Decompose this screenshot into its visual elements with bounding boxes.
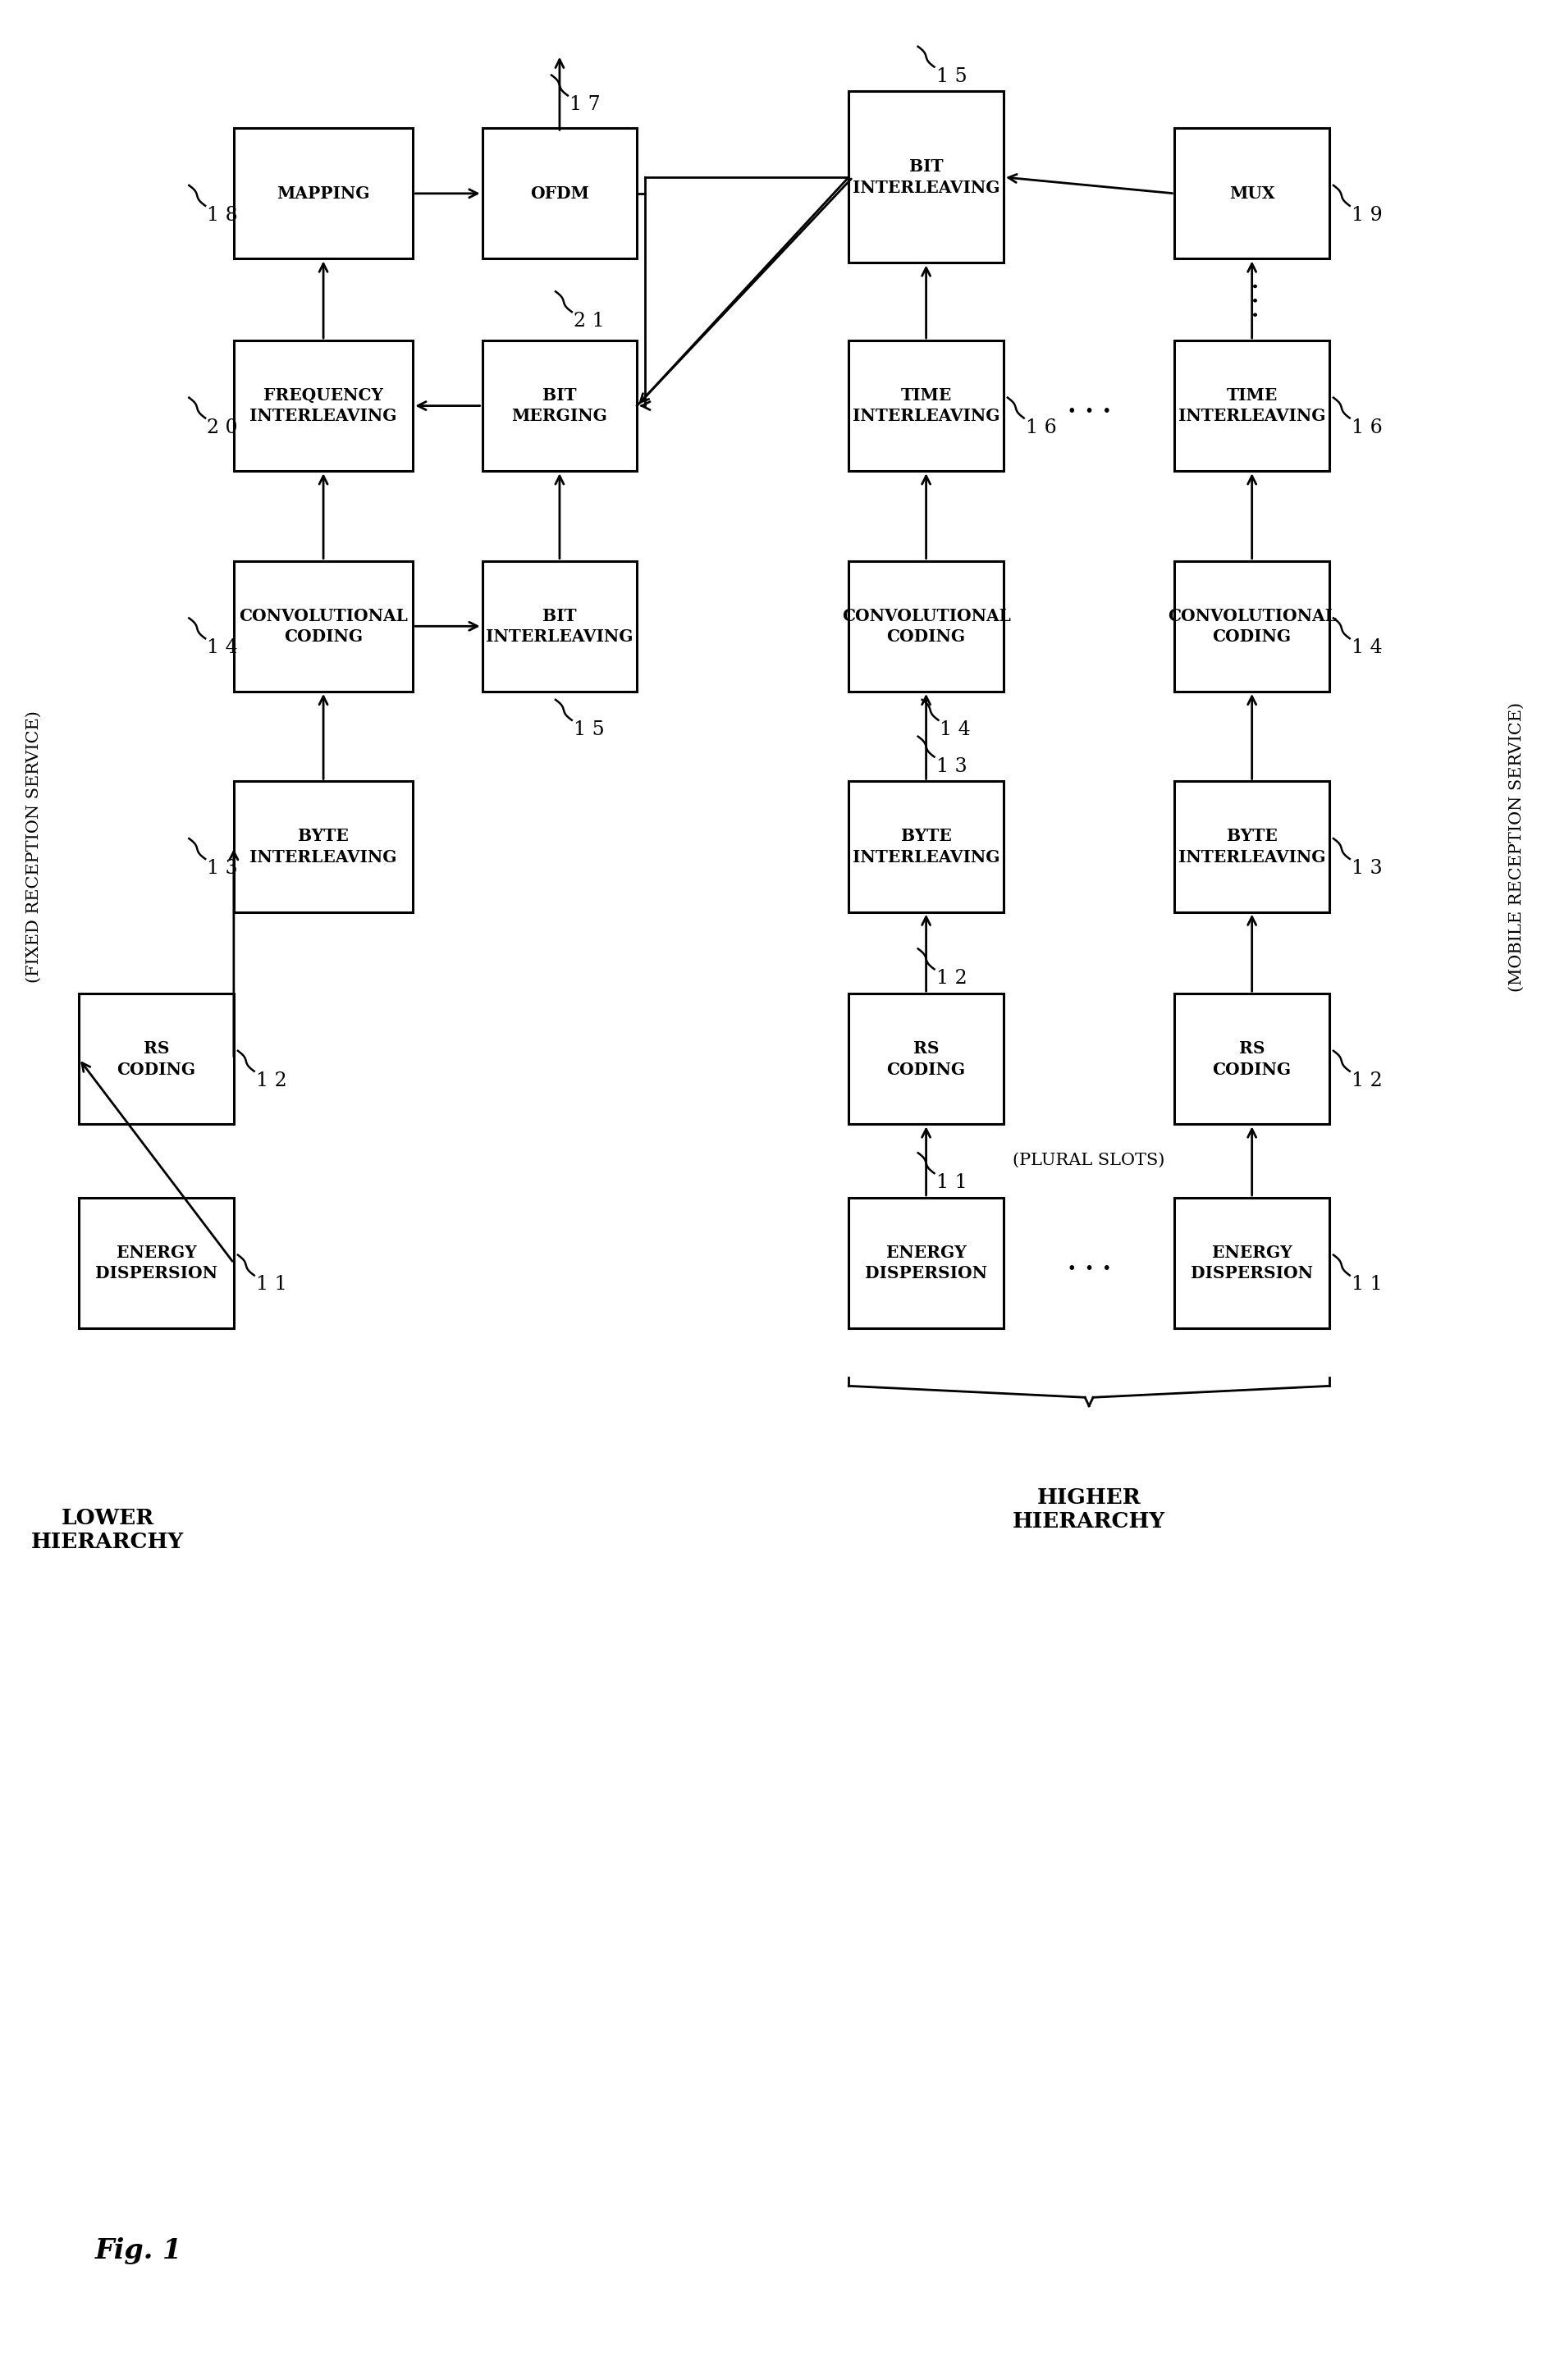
Bar bbox=[1175, 340, 1330, 471]
Bar bbox=[482, 129, 637, 259]
Text: RS
CODING: RS CODING bbox=[1212, 1040, 1291, 1078]
Text: 1 3: 1 3 bbox=[1351, 859, 1382, 878]
Text: 1 1: 1 1 bbox=[935, 1173, 966, 1192]
Text: RS
CODING: RS CODING bbox=[117, 1040, 196, 1078]
Text: BIT
INTERLEAVING: BIT INTERLEAVING bbox=[852, 159, 1000, 195]
Text: 2 1: 2 1 bbox=[574, 312, 604, 331]
Bar bbox=[849, 340, 1003, 471]
Text: (PLURAL SLOTS): (PLURAL SLOTS) bbox=[1013, 1152, 1166, 1169]
Text: 1 2: 1 2 bbox=[255, 1071, 286, 1090]
Text: CONVOLUTIONAL
CODING: CONVOLUTIONAL CODING bbox=[240, 607, 408, 645]
Bar bbox=[79, 992, 233, 1123]
Text: 1 4: 1 4 bbox=[940, 721, 971, 738]
Text: 1 6: 1 6 bbox=[1025, 419, 1056, 438]
Text: TIME
INTERLEAVING: TIME INTERLEAVING bbox=[852, 388, 1000, 424]
Bar bbox=[233, 562, 413, 693]
Bar bbox=[1175, 781, 1330, 912]
Text: TIME
INTERLEAVING: TIME INTERLEAVING bbox=[1178, 388, 1325, 424]
Text: BYTE
INTERLEAVING: BYTE INTERLEAVING bbox=[250, 828, 397, 866]
Text: HIGHER
HIERARCHY: HIGHER HIERARCHY bbox=[1013, 1488, 1166, 1533]
Text: 1 8: 1 8 bbox=[207, 205, 238, 224]
Text: BYTE
INTERLEAVING: BYTE INTERLEAVING bbox=[1178, 828, 1325, 866]
Bar bbox=[849, 1197, 1003, 1328]
Text: 1 4: 1 4 bbox=[1351, 638, 1382, 657]
Text: 1 9: 1 9 bbox=[1351, 205, 1382, 224]
Text: CONVOLUTIONAL
CODING: CONVOLUTIONAL CODING bbox=[841, 607, 1011, 645]
Text: 1 1: 1 1 bbox=[255, 1276, 286, 1295]
Text: . . .: . . . bbox=[1067, 1250, 1112, 1276]
Bar bbox=[1175, 992, 1330, 1123]
Text: 1 1: 1 1 bbox=[1351, 1276, 1382, 1295]
Text: MUX: MUX bbox=[1229, 186, 1275, 202]
Text: 1 2: 1 2 bbox=[935, 969, 966, 988]
Text: RS
CODING: RS CODING bbox=[887, 1040, 966, 1078]
Bar bbox=[849, 781, 1003, 912]
Text: ENERGY
DISPERSION: ENERGY DISPERSION bbox=[96, 1245, 218, 1283]
Text: 1 2: 1 2 bbox=[1351, 1071, 1382, 1090]
Text: BIT
MERGING: BIT MERGING bbox=[512, 388, 608, 424]
Bar bbox=[1175, 1197, 1330, 1328]
Bar bbox=[1175, 129, 1330, 259]
Text: OFDM: OFDM bbox=[530, 186, 589, 202]
Bar bbox=[849, 90, 1003, 262]
Text: 2 0: 2 0 bbox=[207, 419, 238, 438]
Text: CONVOLUTIONAL
CODING: CONVOLUTIONAL CODING bbox=[1167, 607, 1336, 645]
Bar bbox=[233, 340, 413, 471]
Text: 1 4: 1 4 bbox=[207, 638, 238, 657]
Text: 1 5: 1 5 bbox=[935, 67, 966, 86]
Text: 1 7: 1 7 bbox=[569, 95, 600, 114]
Text: . . .: . . . bbox=[1241, 281, 1262, 317]
Text: Fig. 1: Fig. 1 bbox=[96, 2237, 182, 2263]
Text: BYTE
INTERLEAVING: BYTE INTERLEAVING bbox=[852, 828, 1000, 866]
Bar bbox=[482, 562, 637, 693]
Bar bbox=[233, 781, 413, 912]
Text: ENERGY
DISPERSION: ENERGY DISPERSION bbox=[866, 1245, 988, 1283]
Bar bbox=[233, 129, 413, 259]
Bar bbox=[849, 992, 1003, 1123]
Text: 1 5: 1 5 bbox=[574, 721, 604, 738]
Text: BIT
INTERLEAVING: BIT INTERLEAVING bbox=[485, 607, 634, 645]
Text: (MOBILE RECEPTION SERVICE): (MOBILE RECEPTION SERVICE) bbox=[1509, 702, 1524, 992]
Text: LOWER
HIERARCHY: LOWER HIERARCHY bbox=[31, 1509, 184, 1552]
Bar bbox=[1175, 562, 1330, 693]
Text: 1 3: 1 3 bbox=[207, 859, 238, 878]
Text: ENERGY
DISPERSION: ENERGY DISPERSION bbox=[1190, 1245, 1313, 1283]
Text: . . .: . . . bbox=[1067, 393, 1112, 419]
Text: FREQUENCY
INTERLEAVING: FREQUENCY INTERLEAVING bbox=[250, 388, 397, 424]
Text: 1 6: 1 6 bbox=[1351, 419, 1382, 438]
Bar bbox=[79, 1197, 233, 1328]
Bar bbox=[849, 562, 1003, 693]
Text: 1 3: 1 3 bbox=[935, 757, 966, 776]
Bar bbox=[482, 340, 637, 471]
Text: (FIXED RECEPTION SERVICE): (FIXED RECEPTION SERVICE) bbox=[26, 712, 42, 983]
Text: MAPPING: MAPPING bbox=[277, 186, 369, 202]
